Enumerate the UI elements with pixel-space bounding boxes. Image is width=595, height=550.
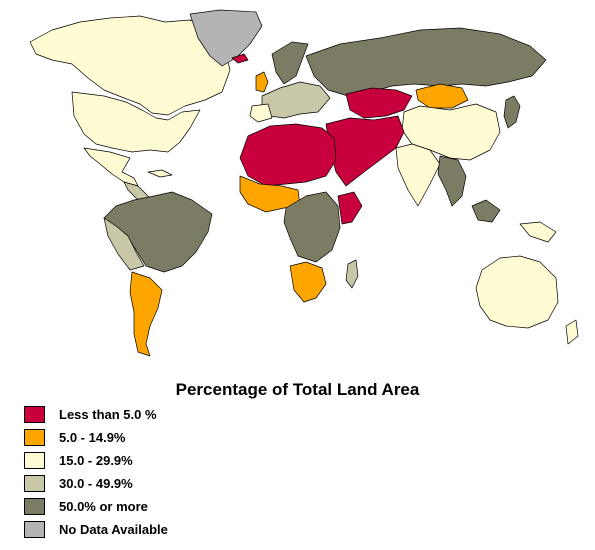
region-south-america-north <box>103 191 213 273</box>
region-iceland <box>231 53 249 64</box>
legend-item: 50.0% or more <box>24 496 168 516</box>
legend-label: Less than 5.0 % <box>59 406 157 422</box>
region-southeast-asia <box>437 155 467 207</box>
legend-item: Less than 5.0 % <box>24 404 168 424</box>
region-peru-bolivia <box>103 217 145 271</box>
legend-label: 30.0 - 49.9% <box>59 475 133 491</box>
region-mongolia <box>415 83 469 109</box>
region-middle-east <box>325 115 405 187</box>
legend-label: 15.0 - 29.9% <box>59 452 133 468</box>
legend-swatch <box>24 497 45 515</box>
region-horn-of-africa <box>337 191 363 225</box>
region-australia <box>475 255 559 329</box>
legend-item: 30.0 - 49.9% <box>24 473 168 493</box>
region-alaska-canada <box>29 15 231 116</box>
legend-item: 5.0 - 14.9% <box>24 427 168 447</box>
region-new-zealand <box>565 319 579 345</box>
region-mexico <box>83 147 139 187</box>
legend-swatch <box>24 474 45 492</box>
legend-swatch <box>24 451 45 469</box>
legend-item: 15.0 - 29.9% <box>24 450 168 470</box>
legend-label: No Data Available <box>59 521 168 537</box>
legend-item: No Data Available <box>24 519 168 539</box>
region-uk <box>255 71 269 93</box>
region-cuba <box>147 169 173 178</box>
legend-swatch <box>24 428 45 446</box>
region-usa <box>71 91 201 153</box>
legend-label: 50.0% or more <box>59 498 148 514</box>
region-russia <box>305 27 547 97</box>
world-map <box>29 9 579 357</box>
region-madagascar <box>345 259 359 289</box>
legend-label: 5.0 - 14.9% <box>59 429 126 445</box>
region-japan <box>503 95 521 129</box>
region-central-africa <box>283 191 341 263</box>
region-scandinavia <box>271 41 309 85</box>
region-new-guinea <box>519 221 557 243</box>
legend-swatch <box>24 520 45 538</box>
legend-swatch <box>24 405 45 423</box>
region-north-africa <box>239 123 337 187</box>
legend: Less than 5.0 % 5.0 - 14.9% 15.0 - 29.9%… <box>24 404 168 542</box>
region-india <box>395 143 441 207</box>
region-indonesia <box>471 199 501 223</box>
region-western-europe <box>261 81 331 119</box>
region-iberia <box>249 103 273 123</box>
region-argentina-chile <box>129 271 163 357</box>
region-kazakhstan <box>345 87 413 119</box>
map-title: Percentage of Total Land Area <box>175 380 420 399</box>
region-greenland <box>189 9 263 67</box>
region-southern-africa <box>289 261 327 303</box>
